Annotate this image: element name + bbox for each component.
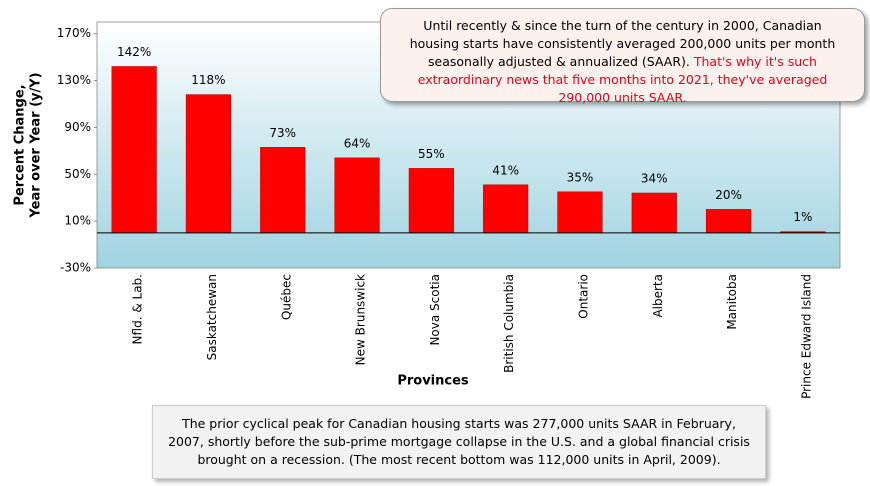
y-tick-label: 50% [64, 167, 91, 181]
footnote: The prior cyclical peak for Canadian hou… [152, 405, 766, 479]
bar [483, 184, 529, 234]
x-tick-label: Nfld. & Lab. [131, 274, 145, 344]
value-label: 142% [117, 45, 151, 59]
annotation-text: Until recently & since the turn of the c… [409, 18, 836, 69]
y-tick-label: 10% [64, 214, 91, 228]
bar [260, 147, 306, 234]
y-axis-label: Year over Year (y/Y) [29, 72, 44, 218]
bar [408, 168, 454, 234]
value-label: 118% [191, 73, 225, 87]
x-tick-label: Nova Scotia [428, 274, 442, 346]
y-tick-label: -30% [60, 261, 91, 275]
y-tick-label: 170% [57, 26, 91, 40]
value-label: 34% [641, 172, 668, 186]
x-tick-label: Manitoba [725, 274, 739, 330]
value-label: 55% [418, 147, 445, 161]
y-tick-label: 90% [64, 120, 91, 134]
x-tick-label: Ontario [576, 274, 590, 319]
x-tick-label: Alberta [651, 274, 665, 318]
value-label: 41% [492, 163, 519, 177]
x-tick-label: Prince Edward Island [799, 274, 813, 399]
bar [111, 66, 157, 234]
bar [557, 191, 603, 234]
x-axis-label: Provinces [397, 374, 469, 389]
value-label: 1% [793, 210, 812, 224]
x-tick-label: New Brunswick [354, 274, 368, 365]
value-label: 64% [344, 136, 371, 150]
bar [334, 157, 380, 234]
x-tick-label: Québec [279, 274, 293, 320]
bar [705, 209, 752, 234]
y-tick-label: 130% [57, 73, 91, 87]
bar [631, 192, 677, 234]
value-label: 35% [567, 170, 594, 184]
y-axis-label: Percent Change, [13, 84, 28, 205]
annotation: Until recently & since the turn of the c… [380, 8, 865, 105]
value-label: 73% [269, 126, 296, 140]
value-label: 20% [715, 188, 742, 202]
annotation-text: That's why it's such extraordinary news … [417, 54, 828, 105]
bar [185, 94, 232, 234]
x-tick-label: Saskatchewan [205, 274, 219, 360]
x-tick-label: British Columbia [502, 274, 516, 373]
